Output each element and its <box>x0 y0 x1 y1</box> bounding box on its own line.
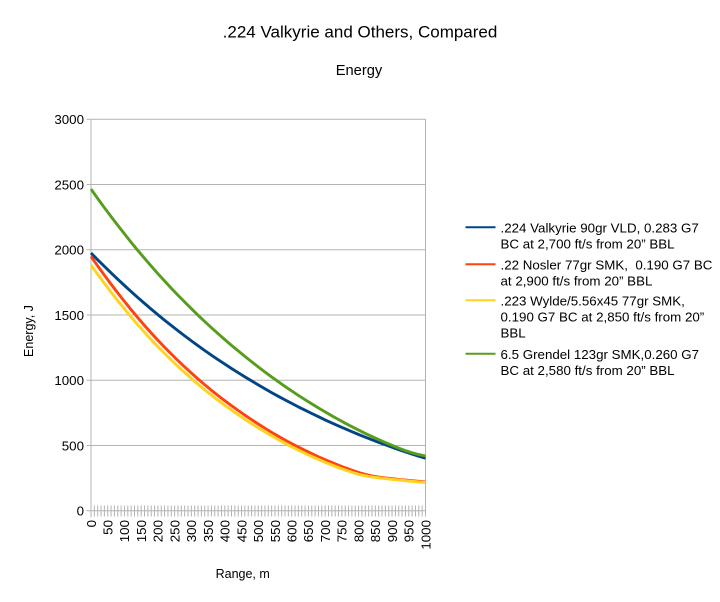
svg-text:BC at 2,700 ft/s from 20” BBL: BC at 2,700 ft/s from 20” BBL <box>501 237 675 252</box>
svg-text:BC at 2,580 ft/s from 20” BBL: BC at 2,580 ft/s from 20” BBL <box>501 363 675 378</box>
svg-text:BBL: BBL <box>501 326 526 341</box>
svg-text:at 2,900 ft/s from 20” BBL: at 2,900 ft/s from 20” BBL <box>501 274 653 289</box>
svg-text:950: 950 <box>402 520 417 542</box>
svg-text:1000: 1000 <box>418 520 433 550</box>
svg-text:0: 0 <box>84 520 99 527</box>
svg-text:250: 250 <box>167 520 182 542</box>
svg-text:600: 600 <box>285 520 300 542</box>
svg-text:900: 900 <box>385 520 400 542</box>
svg-text:400: 400 <box>218 520 233 542</box>
svg-text:0.190 G7 BC at 2,850 ft/s from: 0.190 G7 BC at 2,850 ft/s from 20” <box>501 310 705 325</box>
svg-text:450: 450 <box>234 520 249 542</box>
svg-text:2000: 2000 <box>54 243 84 258</box>
svg-text:200: 200 <box>151 520 166 542</box>
svg-text:700: 700 <box>318 520 333 542</box>
svg-text:2500: 2500 <box>54 177 84 192</box>
svg-text:800: 800 <box>351 520 366 542</box>
svg-text:.22 Nosler 77gr SMK, 0.190 G7: .22 Nosler 77gr SMK, 0.190 G7 BC <box>501 257 713 272</box>
svg-text:1500: 1500 <box>54 308 84 323</box>
svg-text:1000: 1000 <box>54 373 84 388</box>
svg-text:350: 350 <box>201 520 216 542</box>
svg-text:50: 50 <box>101 520 116 535</box>
svg-text:0: 0 <box>77 504 84 519</box>
svg-text:Range, m: Range, m <box>216 567 270 581</box>
svg-text:650: 650 <box>301 520 316 542</box>
svg-text:6.5 Grendel 123gr SMK,0.260 G7: 6.5 Grendel 123gr SMK,0.260 G7 <box>501 347 700 362</box>
svg-text:.224 Valkyrie and Others, Comp: .224 Valkyrie and Others, Compared <box>223 22 498 41</box>
svg-text:Energy: Energy <box>336 63 383 79</box>
svg-text:.223 Wylde/5.56x45 77gr SMK,: .223 Wylde/5.56x45 77gr SMK, <box>501 293 685 308</box>
svg-text:.224 Valkyrie 90gr VLD, 0.283: .224 Valkyrie 90gr VLD, 0.283 G7 <box>501 220 699 235</box>
svg-text:150: 150 <box>134 520 149 542</box>
svg-text:3000: 3000 <box>54 112 84 127</box>
svg-text:500: 500 <box>62 438 84 453</box>
svg-text:300: 300 <box>184 520 199 542</box>
svg-text:500: 500 <box>251 520 266 542</box>
svg-text:750: 750 <box>335 520 350 542</box>
svg-text:850: 850 <box>368 520 383 542</box>
svg-text:100: 100 <box>117 520 132 542</box>
svg-text:550: 550 <box>268 520 283 542</box>
svg-text:Energy, J: Energy, J <box>22 305 36 357</box>
